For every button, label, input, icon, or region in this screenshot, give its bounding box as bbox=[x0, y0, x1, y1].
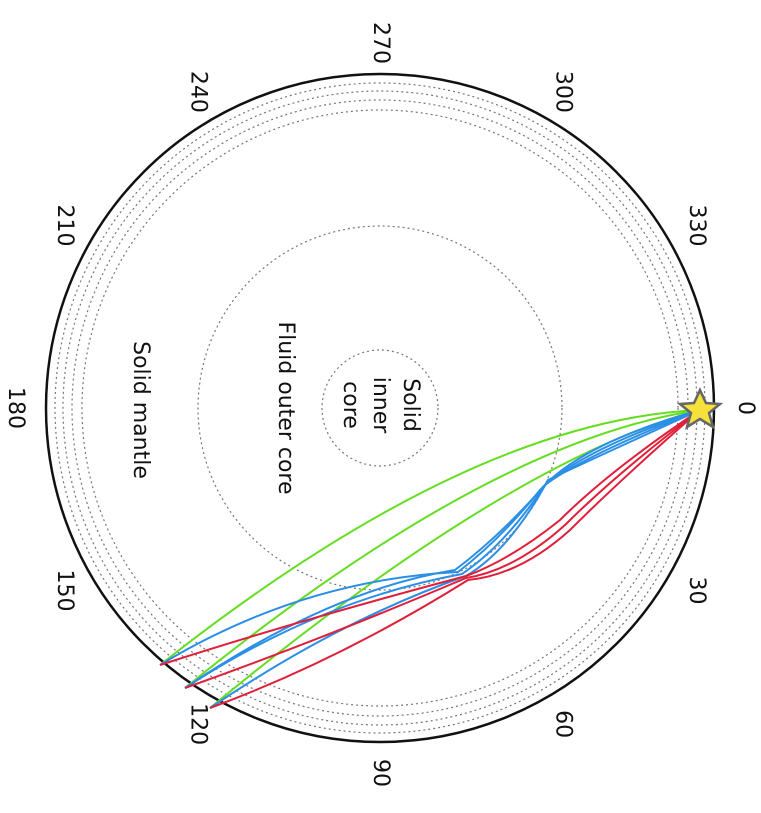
angle-label: 0 bbox=[733, 401, 758, 415]
angle-label: 120 bbox=[186, 703, 211, 745]
angle-label: 90 bbox=[368, 759, 393, 787]
region-label: Solid bbox=[398, 378, 423, 432]
region-label: Solid mantle bbox=[128, 341, 153, 479]
green-rays bbox=[160, 410, 700, 708]
earth-diagram: 0 30 60 90 120 150 180 210 240 270 300 330 Solidinne… bbox=[0, 0, 761, 809]
region-label: inner bbox=[368, 377, 393, 435]
region-label: Fluid outer core bbox=[273, 321, 298, 494]
angle-label: 240 bbox=[186, 71, 211, 113]
angle-label: 150 bbox=[52, 570, 77, 612]
red-rays bbox=[160, 410, 700, 708]
angle-label: 30 bbox=[684, 577, 709, 605]
blue-rays bbox=[160, 410, 700, 708]
region-label: core bbox=[338, 381, 363, 429]
angle-label: 210 bbox=[52, 205, 77, 247]
angle-label: 60 bbox=[551, 710, 576, 738]
angle-label: 330 bbox=[684, 205, 709, 247]
angle-label: 180 bbox=[3, 387, 28, 429]
angle-label: 270 bbox=[368, 22, 393, 64]
angle-label: 300 bbox=[551, 71, 576, 113]
